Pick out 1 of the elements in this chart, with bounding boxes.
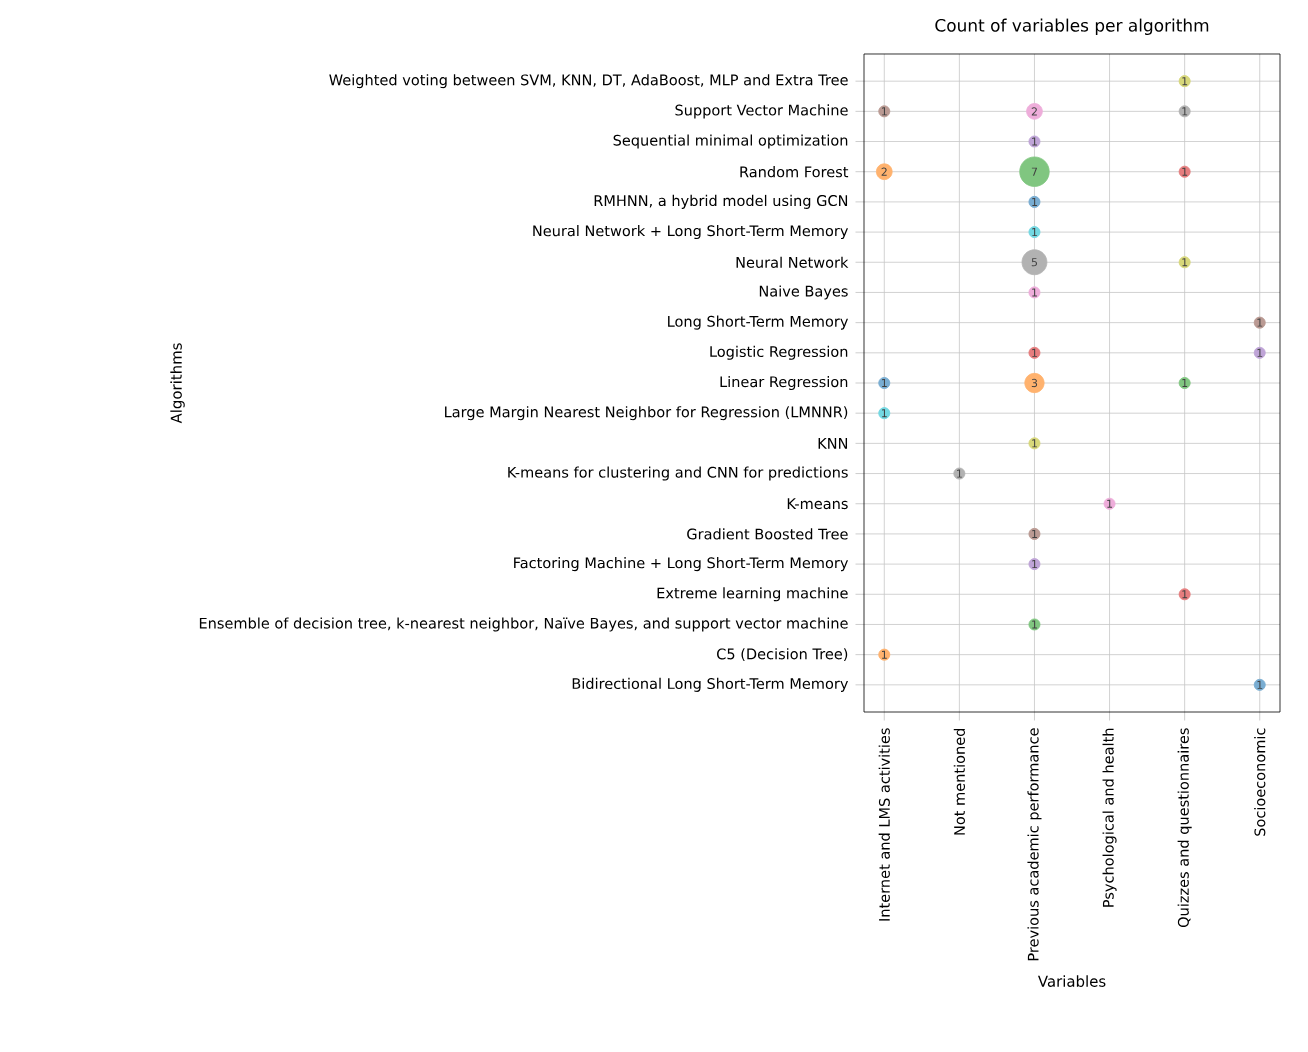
chart-title: Count of variables per algorithm — [935, 18, 1209, 36]
